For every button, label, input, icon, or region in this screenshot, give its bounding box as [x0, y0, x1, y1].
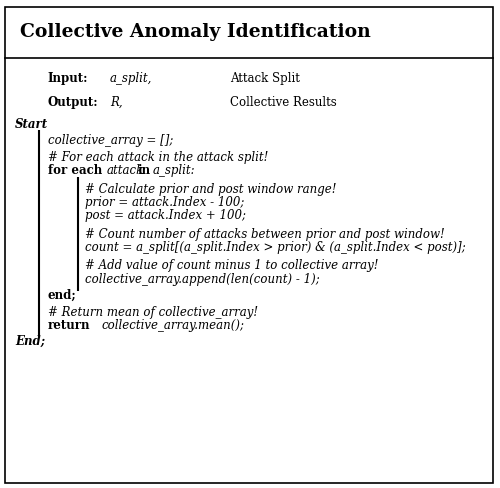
Text: a_split,: a_split, — [110, 72, 152, 84]
Text: # Count number of attacks between prior and post window!: # Count number of attacks between prior … — [85, 228, 445, 241]
Text: # For each attack in the attack split!: # For each attack in the attack split! — [48, 151, 268, 163]
Text: R,: R, — [110, 96, 122, 109]
Text: Input:: Input: — [48, 72, 88, 84]
Text: count = a_split[(a_split.Index > prior) & (a_split.Index < post)];: count = a_split[(a_split.Index > prior) … — [85, 241, 466, 254]
Text: collective_array.append(len(count) - 1);: collective_array.append(len(count) - 1); — [85, 273, 320, 285]
Text: attack: attack — [106, 164, 144, 177]
Text: end;: end; — [48, 289, 76, 302]
Text: Output:: Output: — [48, 96, 98, 109]
Text: # Return mean of collective_array!: # Return mean of collective_array! — [48, 306, 258, 319]
Text: Attack Split: Attack Split — [230, 72, 300, 84]
Text: Start: Start — [15, 118, 48, 131]
Text: # Add value of count minus 1 to collective array!: # Add value of count minus 1 to collecti… — [85, 260, 378, 272]
FancyBboxPatch shape — [5, 7, 492, 483]
Text: End;: End; — [15, 335, 45, 348]
Text: collective_array = [];: collective_array = []; — [48, 134, 173, 146]
Text: for each: for each — [48, 164, 102, 177]
Text: Collective Results: Collective Results — [230, 96, 337, 109]
Text: post = attack.Index + 100;: post = attack.Index + 100; — [85, 209, 246, 222]
Text: prior = attack.Index - 100;: prior = attack.Index - 100; — [85, 196, 244, 209]
Text: Collective Anomaly Identification: Collective Anomaly Identification — [20, 23, 371, 41]
Text: return: return — [48, 319, 90, 332]
Text: collective_array.mean();: collective_array.mean(); — [101, 319, 244, 332]
Text: a_split:: a_split: — [152, 164, 195, 177]
Text: # Calculate prior and post window range!: # Calculate prior and post window range! — [85, 183, 336, 196]
Text: in: in — [138, 164, 150, 177]
